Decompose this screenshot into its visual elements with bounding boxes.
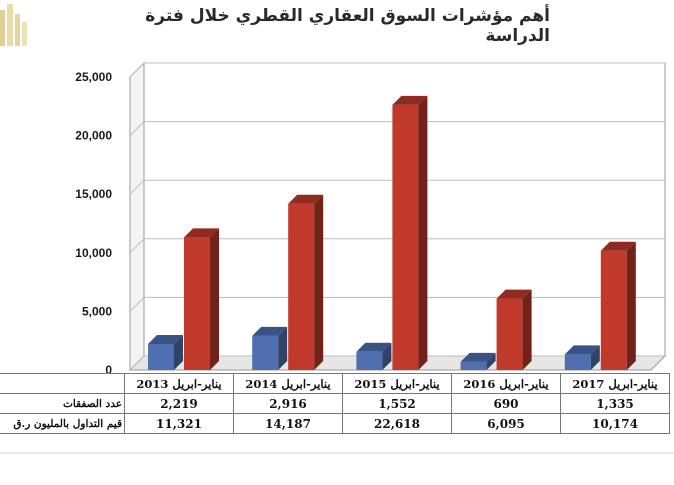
bar-top (252, 326, 288, 336)
bar-top (460, 352, 496, 362)
trading-value-bar (184, 228, 219, 370)
bar-side (174, 334, 183, 370)
bar-chart: 0 5,000 10,000 15,000 20,000 25,000 (75, 61, 667, 377)
deals-bar (252, 326, 288, 370)
bar-front (252, 335, 279, 370)
trading-value: 11,321 (124, 413, 234, 434)
gridline (129, 297, 145, 312)
y-tick-label: 5,000 (82, 304, 112, 318)
bar-top (184, 228, 219, 238)
row-label-trading-value: قيم التداول بالمليون ر.ق (0, 413, 125, 434)
data-table: يناير-ابريل 2013 يناير-ابريل 2014 يناير-… (0, 373, 670, 434)
bar-side (626, 241, 636, 370)
category-label: يناير-ابريل 2015 (342, 373, 452, 394)
bar-side (314, 194, 324, 370)
bar-top (600, 241, 636, 251)
divider (0, 452, 674, 454)
gridline (129, 62, 145, 78)
bar-top (496, 289, 532, 299)
trading-value-bar (288, 194, 324, 370)
bar-top (392, 95, 428, 105)
building-logo-icon (0, 4, 27, 46)
bar-side (210, 228, 219, 370)
trading-value-bar (600, 241, 636, 370)
y-tick-label: 0 (105, 363, 112, 377)
deals-value: 1,552 (342, 393, 452, 414)
bar-top (356, 342, 392, 352)
bar-top (288, 194, 324, 204)
table-row-deals: عدد الصفقات 2,219 2,916 1,552 690 1,335 (0, 393, 670, 414)
deals-value: 690 (451, 393, 561, 414)
table-corner (0, 373, 125, 394)
bar-side (382, 342, 392, 370)
deals-value: 2,219 (124, 393, 234, 414)
bar-top (564, 345, 600, 355)
trading-value-bar (392, 95, 428, 370)
table-header-row: يناير-ابريل 2013 يناير-ابريل 2014 يناير-… (0, 373, 670, 394)
y-tick-label: 10,000 (75, 246, 112, 260)
deals-bar (356, 342, 392, 370)
deals-value: 1,335 (560, 393, 670, 414)
side-wall (129, 61, 145, 372)
bar-side (486, 352, 496, 370)
gridline (129, 238, 145, 254)
y-tick-label: 25,000 (75, 70, 112, 84)
bar-side (278, 326, 288, 370)
bar-front (184, 237, 210, 370)
bar-front (496, 298, 523, 370)
y-tick-label: 20,000 (75, 129, 112, 143)
bar-side (522, 289, 532, 370)
table-row-trading-value: قيم التداول بالمليون ر.ق 11,321 14,187 2… (0, 413, 670, 434)
chart-title: أهم مؤشرات السوق العقاري القطري خلال فتر… (145, 6, 550, 46)
category-label: يناير-ابريل 2016 (451, 373, 561, 394)
row-label-deals: عدد الصفقات (0, 393, 125, 414)
bar-front (600, 250, 627, 370)
category-label: يناير-ابريل 2014 (233, 373, 343, 394)
bar-front (148, 343, 174, 370)
category-label: يناير-ابريل 2013 (124, 373, 234, 394)
deals-value: 2,916 (233, 393, 343, 414)
trading-value: 22,618 (342, 413, 452, 434)
gridline (129, 355, 145, 371)
bar-front (356, 351, 383, 370)
deals-bar (564, 345, 600, 370)
bar-side (590, 345, 600, 370)
bar-front (460, 361, 487, 370)
gridline (129, 121, 145, 136)
y-tick-label: 15,000 (75, 187, 112, 201)
bar-front (392, 104, 419, 370)
bar-front (564, 354, 591, 370)
bar-side (418, 95, 428, 370)
trading-value-bar (496, 289, 532, 370)
deals-bar (460, 352, 496, 370)
deals-bar (148, 334, 183, 370)
category-label: يناير-ابريل 2017 (560, 373, 670, 394)
gridline (129, 179, 145, 195)
bar-front (288, 203, 315, 370)
trading-value: 14,187 (233, 413, 343, 434)
bar-top (148, 334, 183, 344)
trading-value: 10,174 (560, 413, 670, 434)
trading-value: 6,095 (451, 413, 561, 434)
